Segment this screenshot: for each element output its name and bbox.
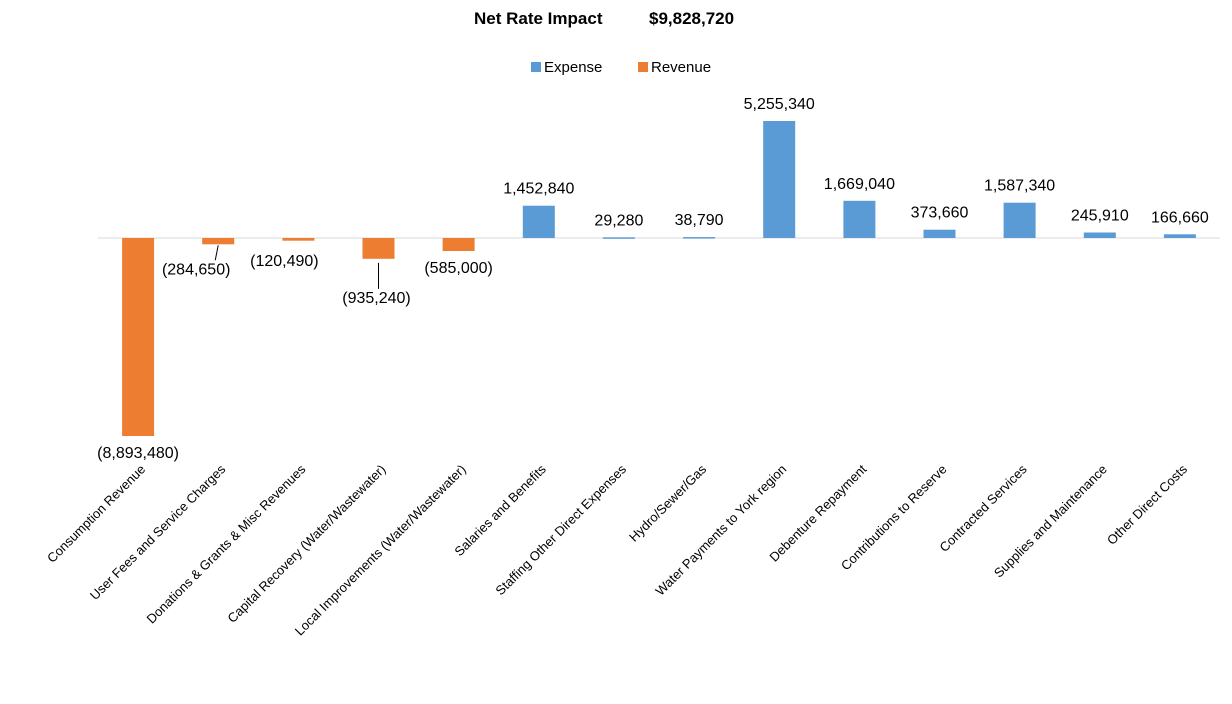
legend-swatch-expense: [531, 62, 541, 72]
data-label-7: 29,280: [594, 212, 643, 229]
data-label-9: 5,255,340: [744, 96, 815, 113]
data-label-leader-2: [214, 245, 219, 261]
bar-7: [602, 237, 635, 239]
x-tick-label-4: Capital Recovery (Water/Wastewater): [224, 462, 388, 626]
data-label-13: 245,910: [1071, 208, 1129, 225]
legend-label-expense: Expense: [544, 59, 602, 76]
data-label-11: 373,660: [911, 205, 969, 222]
bar-12: [1003, 202, 1036, 238]
bar-5: [442, 238, 475, 251]
bar-13: [1083, 232, 1116, 238]
bar-6: [522, 205, 555, 238]
plot-area: (8,893,480)Consumption Revenue(284,650)U…: [44, 96, 1220, 638]
chart-title: Net Rate Impact: [474, 9, 603, 28]
data-label-12: 1,587,340: [984, 178, 1055, 195]
x-tick-label-14: Other Direct Costs: [1104, 461, 1191, 548]
data-label-6: 1,452,840: [503, 181, 574, 198]
legend-label-revenue: Revenue: [651, 59, 711, 76]
bar-3: [282, 238, 315, 241]
x-tick-label-5: Local Improvements (Water/Wastewater): [292, 462, 469, 639]
x-tick-label-7: Staffing Other Direct Expenses: [492, 461, 629, 598]
data-label-8: 38,790: [675, 212, 724, 229]
chart-title-value: $9,828,720: [649, 9, 734, 28]
bar-11: [923, 229, 956, 238]
data-label-2: (284,650): [162, 261, 231, 278]
bar-14: [1163, 234, 1196, 238]
data-label-10: 1,669,040: [824, 176, 895, 193]
x-tick-label-3: Donations & Grants & Misc Revenues: [144, 461, 309, 626]
data-label-1: (8,893,480): [97, 445, 179, 462]
bar-8: [683, 237, 716, 239]
data-label-4: (935,240): [342, 290, 411, 307]
x-tick-label-9: Water Payments to York region: [652, 462, 789, 599]
data-label-5: (585,000): [424, 260, 493, 277]
x-tick-label-8: Hydro/Sewer/Gas: [626, 461, 710, 545]
x-tick-label-2: User Fees and Service Charges: [87, 461, 229, 603]
data-label-3: (120,490): [250, 253, 319, 270]
bar-9: [763, 121, 796, 238]
bar-10: [843, 200, 876, 238]
x-tick-label-12: Contracted Services: [936, 461, 1030, 555]
bar-1: [122, 238, 155, 436]
bar-4: [362, 238, 395, 259]
data-label-14: 166,660: [1151, 209, 1209, 226]
bar-2: [202, 238, 235, 245]
legend: Expense Revenue: [531, 59, 711, 76]
legend-swatch-revenue: [638, 62, 648, 72]
